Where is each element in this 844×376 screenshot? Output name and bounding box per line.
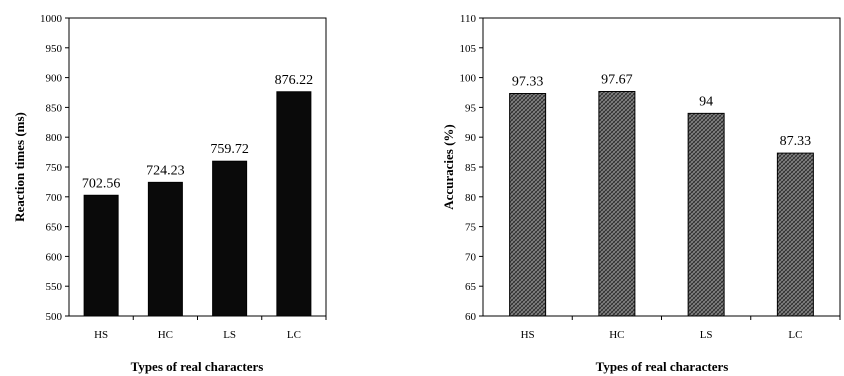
y-tick-label: 105 [460,43,477,55]
bar-lc [776,152,814,317]
y-tick-label: 95 [465,102,477,114]
bar-hs [83,194,119,317]
bar-lc [276,91,312,317]
y-tick-label: 70 [465,251,477,263]
bar-ls [212,160,248,317]
y-tick-label: 85 [465,162,477,174]
y-tick-label: 60 [465,311,477,323]
category-labels: HS HC LS LC [521,316,841,341]
y-ticks: 60 65 70 75 80 85 90 95 100 105 110 [460,13,483,323]
bar-ls [687,112,725,317]
reaction-time-chart: 500 550 600 650 700 750 800 850 900 950 1000 702.5… [12,13,327,374]
y-tick-label: 65 [465,281,477,293]
category-label-hc: HC [609,329,624,341]
y-tick-label: 750 [46,162,63,174]
data-label-hs: 702.56 [82,176,121,191]
bar-hs [509,93,547,317]
data-label-ls: 94 [699,94,713,109]
y-tick-label: 90 [465,132,477,144]
y-tick-label: 600 [46,251,63,263]
bar-hc [598,90,636,317]
y-tick-label: 650 [46,222,63,234]
data-label-lc: 87.33 [780,134,812,149]
y-axis-title: Reaction times (ms) [12,112,27,222]
y-tick-label: 900 [46,73,63,85]
y-tick-label: 950 [46,43,63,55]
y-tick-label: 80 [465,192,477,204]
y-tick-label: 110 [460,13,477,25]
category-label-lc: LC [287,329,301,341]
data-label-hs: 97.33 [512,75,544,90]
y-tick-label: 1000 [40,13,63,25]
data-label-hc: 97.67 [601,72,633,87]
data-labels: 702.56 724.23 759.72 876.22 [82,73,313,192]
category-label-ls: LS [700,329,713,341]
category-labels: HS HC LS LC [94,316,327,341]
y-tick-label: 800 [46,132,63,144]
y-tick-label: 550 [46,281,63,293]
category-label-hc: HC [158,329,173,341]
data-label-ls: 759.72 [210,142,249,157]
y-tick-label: 850 [46,102,63,114]
bars [509,90,814,317]
x-axis-title: Types of real characters [131,359,264,374]
y-tick-label: 700 [46,192,63,204]
x-axis-title: Types of real characters [596,359,729,374]
category-label-ls: LS [223,329,236,341]
category-label-hs: HS [521,329,535,341]
bar-hc [147,181,183,317]
accuracy-chart: 60 65 70 75 80 85 90 95 100 105 110 97.33 97.67 94 87… [441,13,841,374]
data-label-lc: 876.22 [275,73,314,88]
y-tick-label: 75 [465,222,477,234]
category-label-hs: HS [94,329,108,341]
y-tick-label: 500 [46,311,63,323]
data-labels: 97.33 97.67 94 87.33 [512,72,811,149]
category-label-lc: LC [788,329,802,341]
y-axis-title: Accuracies (%) [441,124,456,210]
bars [83,91,312,317]
y-tick-label: 100 [460,73,477,85]
data-label-hc: 724.23 [146,163,185,178]
y-ticks: 500 550 600 650 700 750 800 850 900 950 1000 [40,13,69,323]
